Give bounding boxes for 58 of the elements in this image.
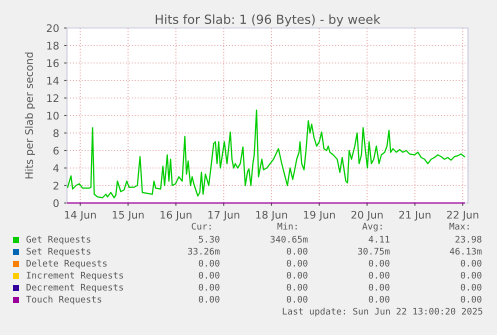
y-tick-label: 6: [53, 146, 59, 155]
text: 0.00: [460, 272, 482, 279]
text: Last update: Sun Jun 22 13:00:20 2025: [282, 308, 482, 316]
x-tick-label: 21 Jun: [399, 210, 430, 221]
x-tick-label: 15 Jun: [112, 210, 144, 221]
legend-label: Decrement Requests: [26, 284, 123, 292]
text: 0.00: [286, 284, 308, 291]
text: 0.00: [286, 296, 308, 303]
text: Cur:: [192, 222, 211, 230]
text: 0.00: [368, 284, 390, 291]
x-tick-label: 17 Jun: [208, 210, 240, 221]
text: 0.00: [198, 284, 220, 291]
y-tick-label: 8: [53, 129, 59, 138]
legend-label: Touch Requests: [26, 296, 102, 304]
x-tick-label: 22 Jun: [447, 210, 478, 221]
y-tick-label: 18: [47, 42, 59, 50]
y-tick-label: 4: [53, 164, 59, 172]
text: 23.98: [455, 236, 482, 243]
legend-label: Increment Requests: [26, 272, 123, 280]
chart-title: Hits for Slab: 1 (96 Bytes) - by week: [156, 14, 380, 26]
y-axis-title: Hits per Slab per second: [24, 52, 35, 178]
text: 0.00: [286, 260, 308, 267]
y-tick-label: 14: [47, 76, 59, 84]
y-tick-label: 12: [47, 94, 58, 102]
y-tick-label: 2: [53, 182, 58, 190]
x-tick-label: 20 Jun: [351, 210, 383, 221]
y-tick-label: 0: [53, 199, 59, 208]
x-tick-label: 19 Jun: [304, 210, 335, 221]
text: 0.00: [368, 260, 390, 267]
text: 4.11: [368, 236, 390, 243]
text: 0.00: [286, 272, 308, 279]
text: 0.00: [286, 248, 308, 255]
text: 0.00: [198, 272, 220, 279]
text: 0.00: [460, 284, 482, 291]
x-tick-label: 16 Jun: [160, 210, 192, 221]
text: 5.30: [198, 236, 220, 243]
text: Avg:: [362, 222, 382, 232]
text: Min:: [278, 222, 297, 230]
text: 33.26m: [188, 248, 220, 255]
text: 0.00: [198, 296, 220, 303]
x-tick-label: 14 Jun: [65, 210, 96, 221]
legend-label: Delete Requests: [26, 260, 107, 268]
text: 0.00: [368, 296, 390, 303]
y-tick-label: 16: [47, 59, 59, 68]
line-series: [67, 110, 465, 198]
text: 340.65m: [270, 236, 308, 243]
x-tick-label: 18 Jun: [256, 210, 288, 221]
text: 46.13m: [450, 248, 482, 255]
y-tick-label: 10: [47, 112, 59, 120]
text: 0.00: [198, 260, 220, 267]
text: 0.00: [460, 260, 482, 267]
text: 30.75m: [358, 248, 390, 255]
text: 0.00: [460, 296, 482, 303]
text: 0.00: [368, 272, 390, 279]
y-tick-label: 20: [46, 24, 59, 32]
legend-label: Get Requests: [26, 236, 90, 244]
text: Max:: [450, 222, 469, 230]
legend-label: Set Requests: [26, 248, 90, 256]
